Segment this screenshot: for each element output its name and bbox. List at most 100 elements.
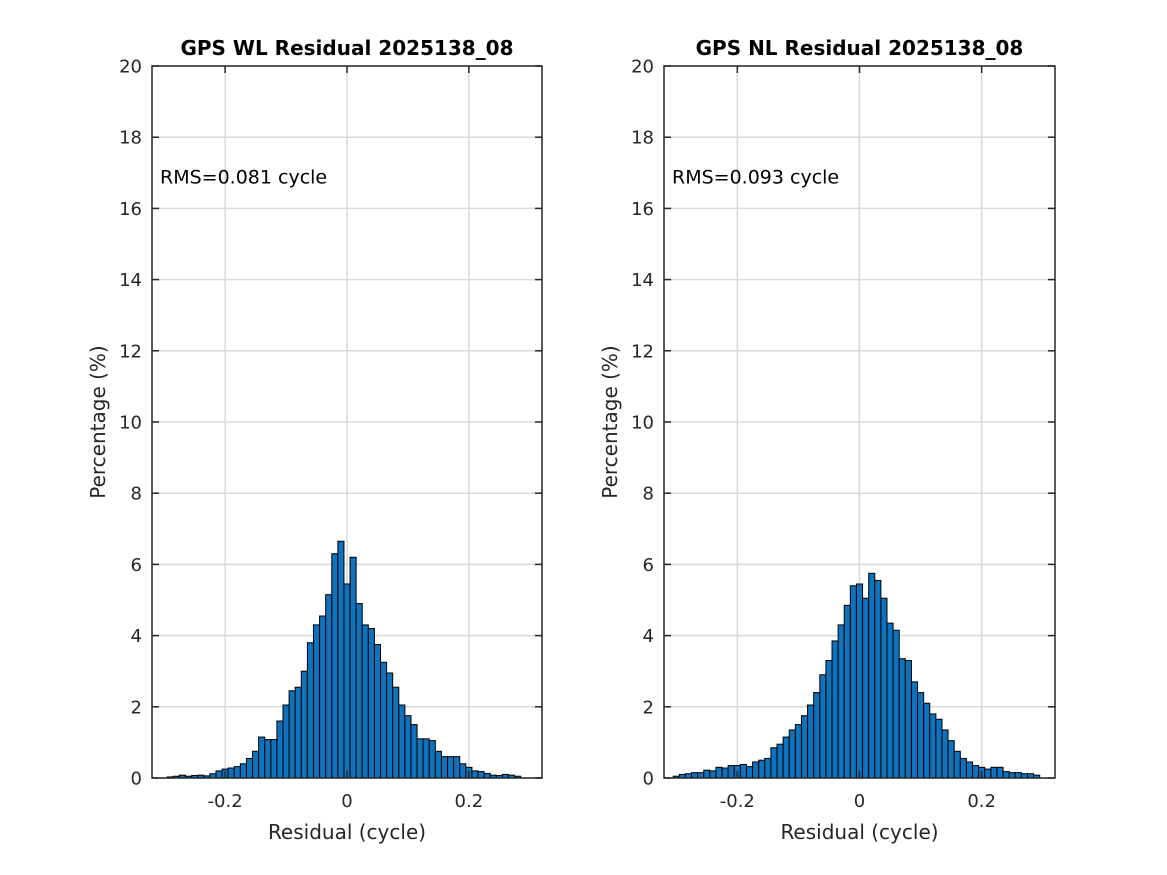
wl-histogram-bar [361, 624, 369, 779]
nl-histogram-bar [843, 604, 851, 779]
nl-residual-panel: GPS NL Residual 2025138_08 RMS=0.093 cyc… [598, 36, 1056, 844]
nl-rms-annotation: RMS=0.093 cycle [672, 166, 839, 188]
nl-histogram-bar [947, 740, 955, 779]
wl-histogram-bar [282, 704, 290, 779]
nl-histogram-bar [690, 772, 699, 779]
wl-histogram-bar [355, 603, 363, 779]
nl-histogram-bar [984, 768, 992, 779]
nl-histogram-bar [764, 757, 772, 779]
nl-histogram-bar [953, 750, 961, 779]
wl-histogram-bar [319, 615, 327, 779]
nl-x-axis-label: Residual (cycle) [780, 820, 938, 844]
nl-histogram-bar [923, 702, 931, 779]
nl-histogram-bar [770, 747, 778, 779]
nl-histogram-bar [1002, 771, 1010, 779]
nl-y-tick-label: 2 [643, 697, 654, 718]
nl-ticks: 0 2 4 6 8 10 12 14 16 18 20 -0.2 0 0.2 [631, 57, 1055, 812]
wl-histogram-bar [337, 540, 345, 779]
wl-x-tick-label: 0.2 [455, 791, 484, 812]
wl-bars [166, 540, 522, 779]
nl-histogram-bar [941, 729, 949, 779]
nl-histogram-bar [917, 692, 925, 779]
nl-histogram-bar [745, 766, 754, 779]
nl-histogram-bar [800, 715, 809, 779]
wl-x-tick-label: -0.2 [208, 791, 243, 812]
wl-y-tick-label: 18 [119, 128, 142, 149]
nl-y-tick-label: 20 [631, 57, 654, 78]
nl-histogram-bar [1008, 772, 1016, 779]
nl-histogram-bar [892, 629, 900, 779]
wl-y-tick-label: 12 [119, 341, 142, 362]
nl-histogram-bar [825, 660, 833, 779]
wl-histogram-bar [294, 686, 302, 779]
wl-histogram-bar [453, 756, 461, 779]
nl-y-tick-label: 4 [643, 626, 654, 647]
nl-y-tick-label: 12 [631, 341, 654, 362]
wl-y-tick-label: 8 [131, 484, 142, 505]
wl-y-tick-label: 20 [119, 57, 142, 78]
nl-histogram-bar [868, 572, 876, 779]
nl-histogram-bar [904, 660, 912, 779]
nl-y-tick-label: 8 [643, 484, 654, 505]
nl-histogram-bar [721, 767, 729, 779]
wl-histogram-bar [477, 771, 485, 779]
nl-histogram-bar [880, 597, 888, 779]
nl-histogram-bar [715, 766, 723, 779]
wl-histogram-bar [392, 686, 400, 779]
nl-histogram-bar [935, 718, 943, 779]
wl-residual-panel: GPS WL Residual 2025138_08 RMS=0.081 cyc… [86, 36, 543, 844]
nl-histogram-bar [807, 704, 815, 779]
wl-y-tick-label: 16 [119, 199, 142, 220]
nl-histogram-bar [819, 674, 827, 779]
nl-y-tick-label: 18 [631, 128, 654, 149]
nl-histogram-bar [862, 597, 870, 779]
nl-histogram-bar [831, 640, 839, 779]
wl-histogram-bar [404, 715, 412, 779]
nl-histogram-bar [776, 743, 784, 779]
nl-histogram-bar [739, 763, 747, 779]
wl-histogram-bar [227, 767, 235, 779]
wl-histogram-bar [367, 627, 375, 779]
nl-histogram-bar [849, 585, 857, 779]
nl-histogram-bar [972, 765, 980, 779]
wl-histogram-bar [386, 672, 394, 779]
nl-histogram-bar [910, 681, 919, 779]
nl-histogram-bar [886, 622, 894, 779]
wl-histogram-bar [276, 720, 284, 779]
nl-y-tick-label: 10 [631, 413, 654, 434]
wl-histogram-bar [245, 757, 254, 779]
wl-histogram-bar [233, 766, 241, 779]
nl-histogram-bar [794, 724, 802, 779]
wl-histogram-bar [306, 642, 314, 779]
nl-x-tick-label: -0.2 [720, 791, 755, 812]
wl-histogram-bar [447, 756, 455, 779]
wl-histogram-bar [270, 739, 278, 779]
nl-histogram-bar [996, 766, 1004, 779]
wl-x-tick-label: 0 [341, 791, 352, 812]
wl-histogram-bar [410, 724, 418, 779]
wl-histogram-bar [380, 661, 388, 779]
wl-histogram-bar [325, 594, 333, 779]
nl-histogram-bar [1014, 772, 1022, 779]
nl-histogram-bar [813, 692, 821, 779]
nl-histogram-bar [874, 579, 882, 779]
wl-rms-annotation: RMS=0.081 cycle [160, 166, 327, 188]
wl-histogram-bar [471, 770, 479, 779]
wl-histogram-bar [459, 763, 467, 779]
wl-histogram-bar [331, 553, 339, 779]
nl-histogram-bar [703, 769, 711, 779]
nl-histogram-bar [788, 729, 796, 779]
wl-histogram-bar [428, 740, 436, 779]
nl-y-tick-label: 14 [631, 270, 654, 291]
wl-histogram-bar [422, 738, 430, 779]
wl-histogram-bar [312, 624, 321, 779]
nl-histogram-bar [758, 759, 766, 779]
wl-histogram-bar [398, 704, 406, 779]
nl-histogram-bar [959, 757, 967, 779]
wl-histogram-bar [349, 556, 357, 779]
wl-histogram-bar [440, 756, 449, 779]
nl-histogram-bar [898, 658, 906, 779]
wl-histogram-bar [288, 690, 296, 779]
wl-histogram-bar [264, 739, 272, 779]
